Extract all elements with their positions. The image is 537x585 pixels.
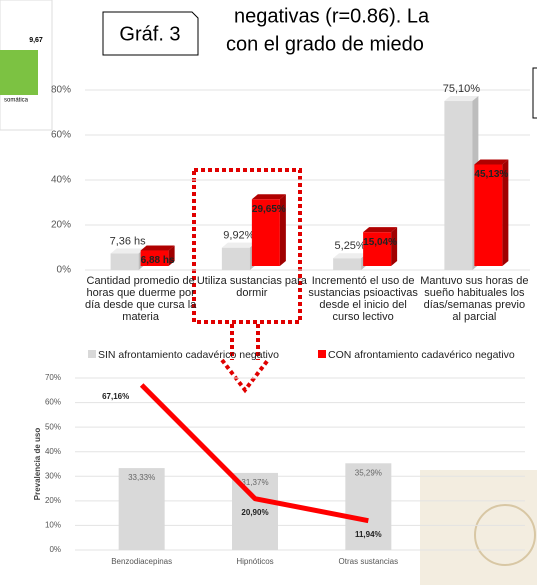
bar-top xyxy=(111,248,145,253)
bar xyxy=(222,248,250,270)
value-label: 67,16% xyxy=(102,392,129,401)
value-label: 20,90% xyxy=(241,508,268,517)
fragment-value: 9,67 xyxy=(29,37,43,44)
fragment-bar xyxy=(0,50,38,95)
bar-top xyxy=(444,96,478,101)
y-tick-label: 30% xyxy=(45,471,61,480)
y-tick-label: 20% xyxy=(51,220,71,231)
legend-swatch xyxy=(88,350,96,358)
figure-label: Gráf. 3 xyxy=(119,23,180,45)
bar-top xyxy=(333,253,367,258)
y-tick-label: 40% xyxy=(51,175,71,186)
x-tick-label: Benzodiacepinas xyxy=(111,557,172,566)
line xyxy=(142,385,369,521)
value-label: 11,94% xyxy=(355,530,382,539)
background-paper xyxy=(420,470,537,585)
value-label: 5,25% xyxy=(335,240,366,252)
bar-top xyxy=(363,227,397,232)
x-tick-label: Hipnóticos xyxy=(236,557,273,566)
y-tick-label: 80% xyxy=(51,85,71,96)
value-label: 35,29% xyxy=(355,468,382,477)
value-label: 7,36 hs xyxy=(110,235,147,247)
value-label: 75,10% xyxy=(443,83,481,95)
bar-top xyxy=(252,194,286,199)
value-label: 15,04% xyxy=(363,237,397,248)
y-tick-label: 60% xyxy=(45,398,61,407)
page: 9,67 somática Gráf. 3 negativas (r=0.86)… xyxy=(0,0,537,585)
value-label: 9,92% xyxy=(223,230,254,242)
legend-label: SIN afrontamiento cadavérico negativo xyxy=(98,349,279,361)
y-tick-label: 70% xyxy=(45,373,61,382)
bar xyxy=(444,101,472,270)
bar-top xyxy=(474,159,508,164)
x-tick-label: Incrementó el uso de sustancias psioacti… xyxy=(307,275,419,323)
y-tick-label: 10% xyxy=(45,521,61,530)
y-tick-label: 0% xyxy=(57,265,72,276)
y-tick-label: 60% xyxy=(51,130,71,141)
y-tick-label: 50% xyxy=(45,422,61,431)
x-tick-label: Otras sustancias xyxy=(339,557,399,566)
fragment-label: somática xyxy=(4,98,29,104)
bar-top xyxy=(141,246,175,251)
value-label: 29,65% xyxy=(252,204,286,215)
value-label: 33,33% xyxy=(128,473,155,482)
bar xyxy=(333,258,361,270)
y-tick-label: 0% xyxy=(49,545,61,554)
value-label: 45,13% xyxy=(474,169,508,180)
header-line: negativas (r=0.86). La xyxy=(234,5,430,27)
header-line: con el grado de miedo xyxy=(226,33,424,55)
bar-top xyxy=(222,243,256,248)
box-fragment xyxy=(533,68,537,118)
x-tick-label: Mantuvo sus horas de sueño habituales lo… xyxy=(418,275,530,323)
bar xyxy=(111,253,139,270)
legend-label: CON afrontamiento cadavérico negativo xyxy=(328,349,515,361)
value-label: 6,88 hs xyxy=(141,255,175,266)
y-axis-label: Prevalencia de uso xyxy=(33,428,42,501)
y-tick-label: 20% xyxy=(45,496,61,505)
x-tick-label: Utiliza sustancias para dormir xyxy=(196,275,308,299)
x-tick-label: Cantidad promedio de horas que duerme po… xyxy=(85,275,197,323)
legend-swatch xyxy=(318,350,326,358)
y-tick-label: 40% xyxy=(45,447,61,456)
